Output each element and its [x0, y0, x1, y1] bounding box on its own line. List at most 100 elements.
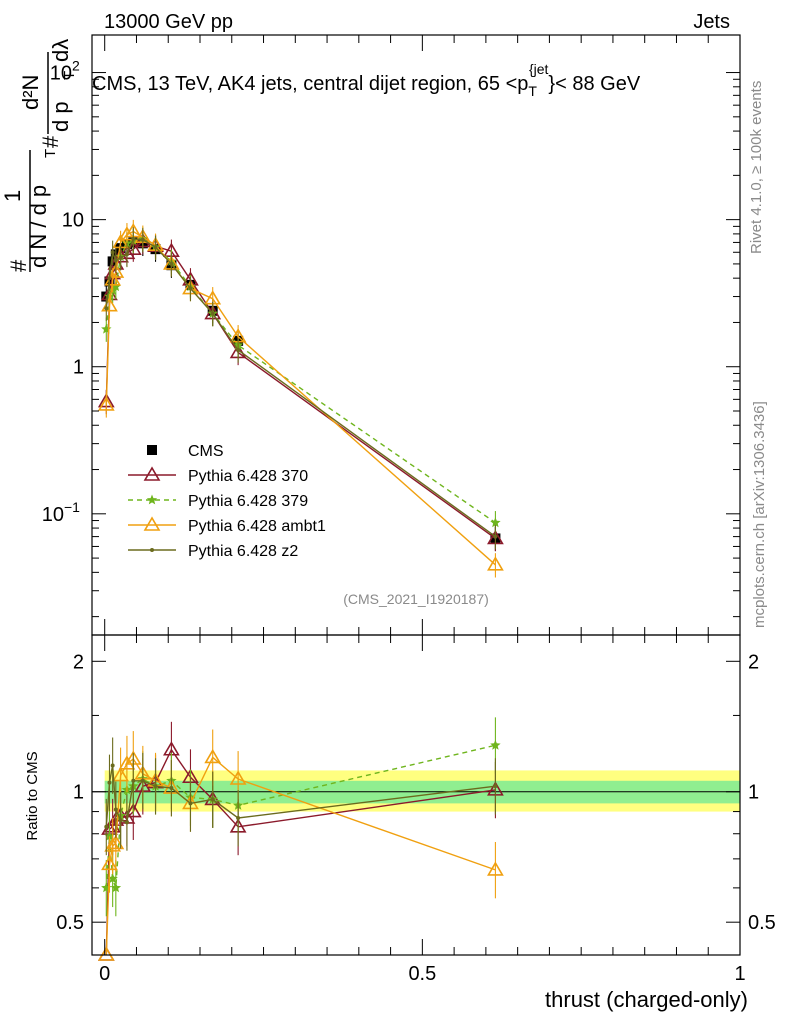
ylabel-hash2: # [38, 135, 63, 148]
x-axis-title: thrust (charged-only) [545, 987, 748, 1012]
main-ytick-label-2: 10 [50, 63, 72, 85]
ratio-point-2-5 [118, 755, 136, 770]
series-2 [101, 227, 501, 536]
ratio-point-3-7 [140, 778, 145, 783]
legend-entry-2: Pythia 6.428 379 [128, 493, 308, 510]
legend-marker-1 [143, 466, 161, 481]
ratio-ytick-label-r-0: 2 [748, 651, 759, 673]
data-point-4-5 [124, 252, 129, 257]
xtick-label-1: 0.5 [408, 963, 436, 985]
data-point-4-0 [104, 306, 109, 311]
ratio-point-3-1 [107, 780, 112, 785]
ratio-point-1-3 [110, 882, 122, 893]
ratio-point-3-3 [113, 807, 118, 812]
ratio-line-1 [105, 744, 496, 889]
data-point-3-0 [97, 396, 115, 411]
ylabel-hash: # [6, 259, 31, 272]
ratio-ytick-label-1: 1 [73, 782, 84, 804]
ylabel-T: T [42, 149, 59, 158]
data-point-2-0 [101, 323, 112, 334]
ratio-point-2-0 [97, 946, 115, 961]
data-point-3-13 [487, 556, 504, 571]
mcplots-label: mcplots.cern.ch [arXiv:1306.3436] [751, 401, 768, 628]
data-point-3-5 [118, 226, 136, 241]
main-ytick-exp-2: 2 [72, 58, 80, 74]
legend-entry-3: Pythia 6.428 ambt1 [128, 516, 326, 535]
ratio-point-3-12 [236, 815, 241, 820]
ratio-frame [91, 634, 741, 956]
ratio-point-1-0 [101, 882, 112, 893]
ratio-point-1-1 [104, 830, 115, 841]
legend-label-2: Pythia 6.428 379 [188, 493, 308, 510]
data-point-4-2 [110, 250, 115, 255]
ratio-plot-marks [97, 717, 504, 961]
ratio-ytick-label-r-2: 0.5 [748, 912, 776, 934]
main-ytick-label-0: 1 [73, 357, 84, 379]
ratio-point-3-4 [118, 818, 123, 823]
main-ytick-label-1: 10 [62, 210, 84, 232]
legend-marker-0 [147, 445, 157, 455]
ratio-ytick-label-2: 0.5 [56, 912, 84, 934]
main-ytick-label-3: 10 [42, 504, 64, 526]
ratio-point-1-2 [107, 873, 118, 884]
ratio-y-axis-title: Ratio to CMS [24, 751, 41, 840]
data-point-4-1 [107, 276, 112, 281]
ratio-point-2-4 [112, 766, 129, 782]
legend-label-3: Pythia 6.428 ambt1 [188, 518, 326, 535]
ratio-ytick-label-r-1: 1 [748, 782, 759, 804]
data-point-2-13 [490, 517, 501, 528]
data-point-4-6 [131, 236, 136, 241]
ylabel-num2: d p [48, 101, 73, 132]
ratio-series-1 [101, 717, 501, 917]
header-left: 13000 GeV pp [104, 11, 233, 33]
data-point-4-10 [188, 286, 193, 291]
data-point-4-8 [153, 245, 158, 250]
ratio-point-2-12 [229, 770, 247, 785]
ratio-ytick-label-0: 2 [73, 651, 84, 673]
legend-marker-4 [150, 548, 154, 552]
watermark: (CMS_2021_I1920187) [343, 591, 489, 607]
legend-label-1: Pythia 6.428 370 [188, 468, 308, 485]
data-point-4-4 [118, 255, 123, 260]
ylabel-den: d N / d p [26, 185, 51, 268]
ratio-bands [92, 770, 741, 812]
main-plot-marks [97, 219, 504, 578]
ratio-point-2-3 [107, 834, 125, 850]
ratio-point-3-8 [153, 784, 158, 789]
ratio-point-2-13 [487, 861, 504, 876]
ratio-point-3-6 [131, 778, 136, 783]
legend-entry-1: Pythia 6.428 370 [128, 466, 308, 485]
ratio-point-3-5 [124, 820, 129, 825]
ratio-point-3-2 [110, 763, 115, 768]
data-point-4-12 [236, 347, 241, 352]
data-point-4-3 [113, 258, 118, 263]
ylabel-T2: T [61, 71, 78, 80]
rivet-label: Rivet 4.1.0, ≥ 100k events [748, 81, 765, 254]
ylabel-one: 1 [0, 190, 25, 202]
data-point-4-9 [169, 261, 174, 266]
data-point-4-7 [140, 237, 145, 242]
ratio-point-0-6 [124, 802, 142, 818]
data-point-3-3 [107, 263, 125, 278]
legend-entry-4: Pythia 6.428 z2 [128, 543, 298, 560]
ratio-series-2 [97, 729, 504, 961]
ratio-point-1-13 [490, 739, 501, 750]
plot-title: CMS, 13 TeV, AK4 jets, central dijet reg… [92, 61, 641, 99]
main-y-axis-title: # 1 d N / d p T # d²N d p T dλ [0, 39, 78, 272]
legend-label-0: CMS [188, 443, 224, 460]
header-right: Jets [693, 11, 730, 33]
ratio-point-3-11 [210, 797, 215, 802]
data-point-4-11 [210, 311, 215, 316]
main-ytick-exp-3: −1 [64, 499, 80, 515]
legend-marker-3 [143, 516, 161, 531]
legend: CMS Pythia 6.428 370 Pythia 6.428 379 Pythi… [128, 443, 326, 560]
ratio-series-3 [104, 737, 498, 856]
ratio-point-3-0 [104, 824, 109, 829]
xtick-label-2: 1 [734, 963, 745, 985]
ylabel-lambda: dλ [48, 39, 73, 62]
ratio-point-3-10 [188, 801, 193, 806]
ratio-point-3-9 [169, 786, 174, 791]
legend-entry-0: CMS [147, 443, 224, 460]
